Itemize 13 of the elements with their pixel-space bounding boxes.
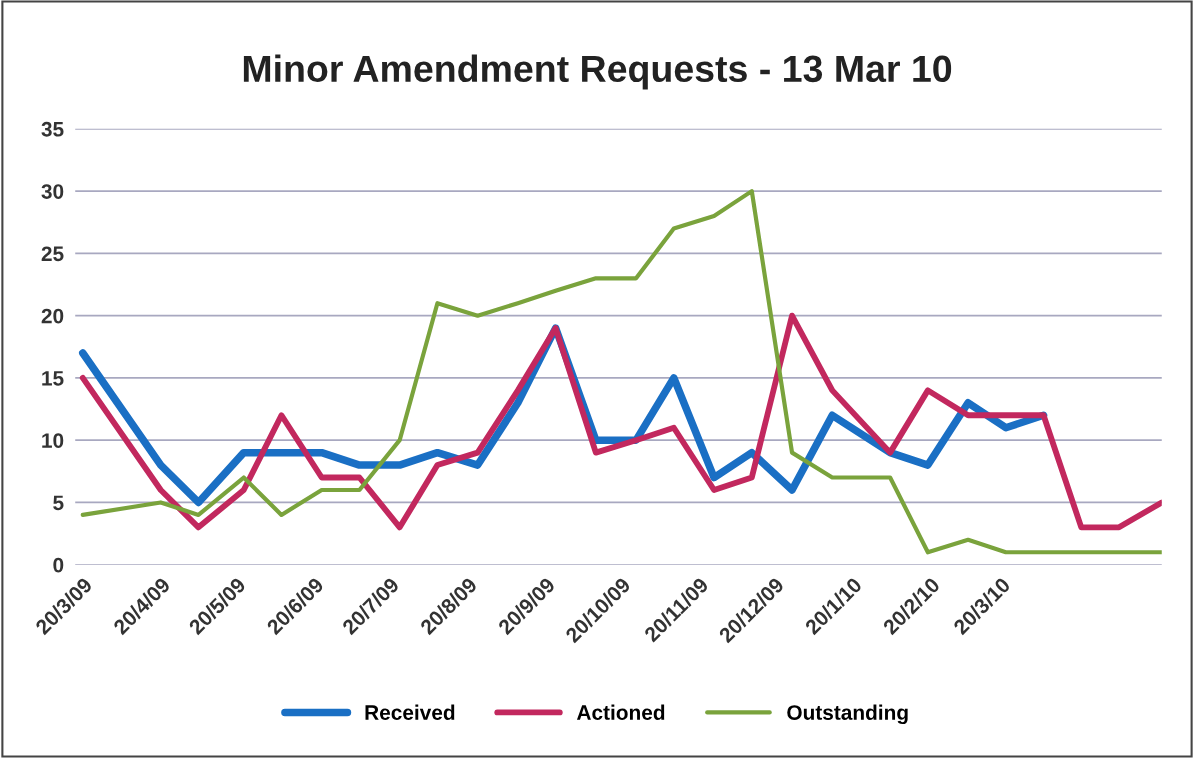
y-tick-label: 10: [42, 433, 64, 448]
y-tick-label: 25: [41, 246, 64, 262]
legend-label: Outstanding: [787, 704, 908, 725]
y-tick-label: 0: [53, 557, 64, 573]
y-tick-label: 30: [41, 184, 64, 199]
y-tick-label: 15: [42, 371, 64, 386]
legend-label: Received: [365, 704, 455, 720]
chart-title: Minor Amendment Requests - 13 Mar 10: [243, 54, 952, 90]
y-tick-label: 5: [53, 495, 64, 511]
legend-label: Actioned: [576, 704, 665, 720]
y-tick-label: 35: [41, 121, 64, 137]
line-series: [80, 189, 1162, 555]
y-tick-label: 20: [41, 308, 64, 324]
